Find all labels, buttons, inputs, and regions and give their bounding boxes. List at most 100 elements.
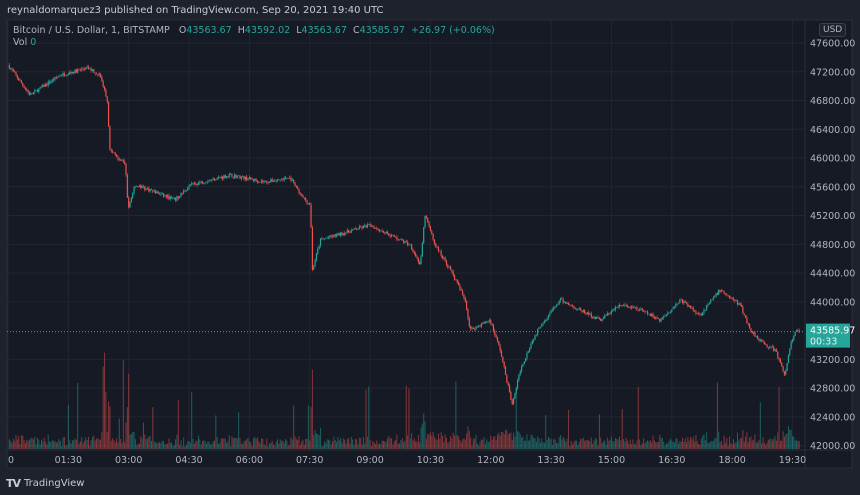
volume-bar [609,439,611,449]
volume-bar [333,436,335,449]
volume-bar [601,443,603,449]
tradingview-logo[interactable]: TV TradingView [6,477,84,490]
candle-body [542,322,544,325]
volume-bar [519,434,521,449]
candle-body [200,181,202,183]
candle-body [754,332,756,337]
volume-bar [741,437,743,449]
candle-body [376,227,378,229]
volume-bar [184,446,186,449]
volume-bar [392,444,394,449]
volume-bar [231,436,233,449]
candle-body [152,189,154,192]
volume-bar [479,441,481,449]
candle-body [798,330,800,332]
volume-bar [238,412,240,449]
price-axis[interactable]: 47600.00 47200.00 46800.00 46400.00 46000.00… [810,39,855,453]
candle-body [251,179,253,180]
volume-bar [349,443,351,449]
volume-bar [647,440,649,449]
candle-body [124,161,126,164]
candle-body [634,307,637,308]
volume-bar [356,439,358,449]
volume-bar [133,432,135,449]
candle-body [525,358,527,362]
volume-bar [564,438,566,449]
volume-bar [454,435,456,449]
volume-bar [517,431,519,449]
volume-bar [537,436,539,449]
candle-body [134,186,136,188]
volume-bar [596,439,598,449]
candle-body [24,88,27,90]
candle-body [82,68,84,70]
volume-bar [169,443,171,449]
volume-bar [737,432,739,449]
volume-bar [239,437,241,449]
volume-bar [514,436,516,449]
candle-body [111,151,114,153]
volume-bar [318,435,320,449]
volume-bar [246,439,248,449]
volume-bar [395,439,397,449]
volume-bar [751,440,753,449]
volume-bar [491,439,493,449]
volume-bar [313,434,315,449]
candle-body [207,181,209,183]
symbol-legend: Bitcoin / U.S. Dollar, 1, BITSTAMP O4356… [13,25,495,49]
candle-body [132,193,134,198]
candle-body [90,68,92,71]
candle-body [522,364,524,367]
volume-bar [732,439,734,449]
volume-bar [726,437,728,449]
candle-body [663,316,665,318]
volume-bar [541,438,543,449]
volume-bar [755,442,757,449]
candle-body [661,317,664,320]
candle-body [519,371,521,375]
countdown: 00:33 [810,337,837,348]
candle-body [582,309,584,312]
volume-bar [179,444,181,449]
volume-bar [702,435,704,449]
volume-bar [566,438,568,449]
candle-body [770,346,772,348]
volume-bar [49,441,51,449]
volume-bar [584,440,586,449]
time-axis[interactable]: 0 01:30 03:00 04:30 06:00 07:30 09:00 10:30 12:0… [8,455,806,466]
candle-body [669,311,672,313]
volume-bar [782,431,784,449]
candle-body [12,69,14,72]
volume-bar [285,438,287,449]
candle-body [183,190,185,194]
candle-body [323,238,326,240]
candle-body [527,351,529,353]
volume-bar [102,366,104,449]
volume-bar [116,438,118,449]
volume-bar [144,434,146,449]
volume-bar [54,440,56,449]
volume-bar [692,436,694,449]
volume-bar [77,382,79,449]
volume-bar [101,432,103,449]
currency-button[interactable]: USD [819,23,847,37]
candle-body [389,235,391,237]
candle-body [141,186,143,189]
candle-body [610,310,613,314]
candle-body [714,296,716,298]
candle-body [374,227,377,229]
volume-bar [370,446,372,449]
volume-bar [459,439,461,449]
volume-bar [656,442,658,449]
candle-body [468,318,470,326]
candle-body [640,308,642,310]
volume-bar [704,440,706,449]
candle-body [120,159,122,161]
candle-body [562,298,564,303]
volume-bar [59,440,61,449]
symbol-name[interactable]: Bitcoin / U.S. Dollar, 1, BITSTAMP [13,25,170,36]
volume-bar [730,443,732,449]
y-tick-label: 42000.00 [810,441,855,452]
volume-bar [754,434,756,449]
